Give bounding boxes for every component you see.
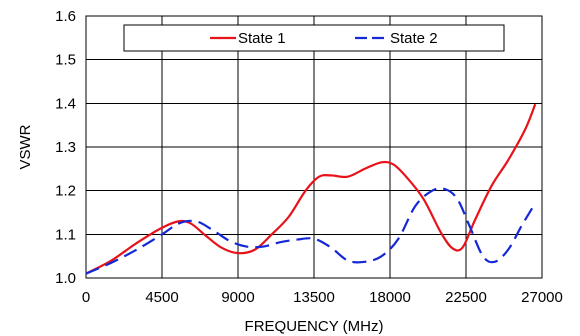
y-tick-label: 1.2	[55, 183, 76, 200]
y-tick-label: 1.6	[55, 8, 76, 25]
y-axis-label: VSWR	[17, 124, 34, 169]
series-line-2	[85, 187, 535, 275]
y-tick-label: 1.0	[55, 270, 76, 287]
x-tick-labels: 0 4500 9000 13500 18000 22500 27000	[82, 289, 563, 306]
legend-box	[123, 24, 505, 52]
legend: State 1 State 2	[123, 24, 505, 52]
x-tick-label: 4500	[145, 289, 178, 306]
series-line-1	[85, 103, 537, 275]
x-tick-label: 0	[82, 289, 90, 306]
x-axis-label: FREQUENCY (MHz)	[245, 318, 384, 335]
y-tick-label: 1.4	[55, 95, 76, 112]
x-tick-label: 13500	[293, 289, 335, 306]
y-tick-label: 1.3	[55, 139, 76, 156]
legend-label-2: State 2	[390, 30, 438, 47]
x-tick-label: 9000	[221, 289, 254, 306]
y-tick-label: 1.5	[55, 52, 76, 69]
series-layer	[85, 103, 537, 275]
plot-frame	[85, 15, 543, 279]
x-tick-label: 27000	[521, 289, 563, 306]
legend-label-1: State 1	[238, 30, 286, 47]
x-tick-label: 18000	[369, 289, 411, 306]
x-tick-label: 22500	[445, 289, 487, 306]
y-tick-labels: 1.0 1.1 1.2 1.3 1.4 1.5 1.6	[55, 8, 76, 287]
y-tick-label: 1.1	[55, 226, 76, 243]
